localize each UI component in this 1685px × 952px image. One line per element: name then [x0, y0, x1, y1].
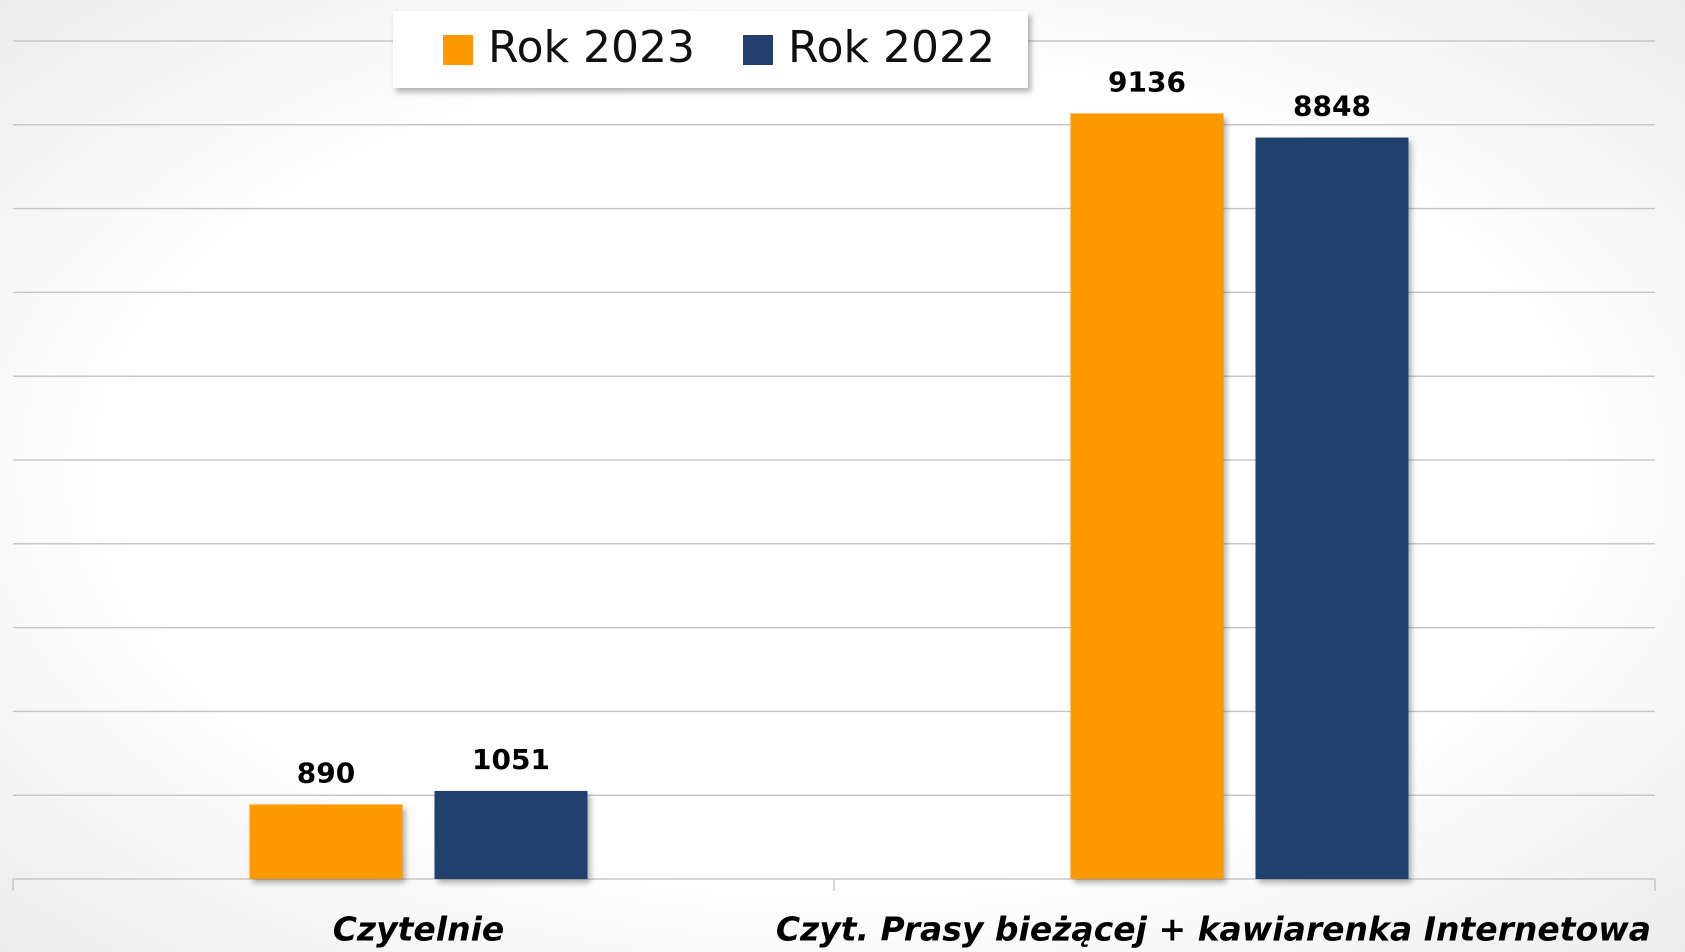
value-label: 890 [297, 756, 355, 789]
legend-box [393, 11, 1028, 88]
value-label: 8848 [1293, 90, 1371, 123]
value-label: 9136 [1108, 65, 1186, 98]
x-tick-label: Czytelnie [333, 910, 505, 949]
bar [249, 804, 403, 879]
bars: Czytelnie 890 1051 Czyt. Prasy bieżącej + k… [249, 65, 1651, 949]
x-tick-label: Czyt. Prasy bieżącej + kawiarenka Intern… [776, 910, 1651, 949]
bar [434, 790, 588, 879]
legend-swatch [743, 35, 773, 65]
legend-label: Rok 2022 [788, 22, 995, 73]
bar [1255, 137, 1409, 879]
value-label: 1051 [472, 743, 550, 776]
bar [1070, 113, 1224, 879]
legend: Rok 2023 Rok 2022 [393, 11, 1028, 88]
legend-swatch [443, 35, 473, 65]
legend-label: Rok 2023 [488, 22, 695, 73]
grid [12, 40, 1656, 891]
